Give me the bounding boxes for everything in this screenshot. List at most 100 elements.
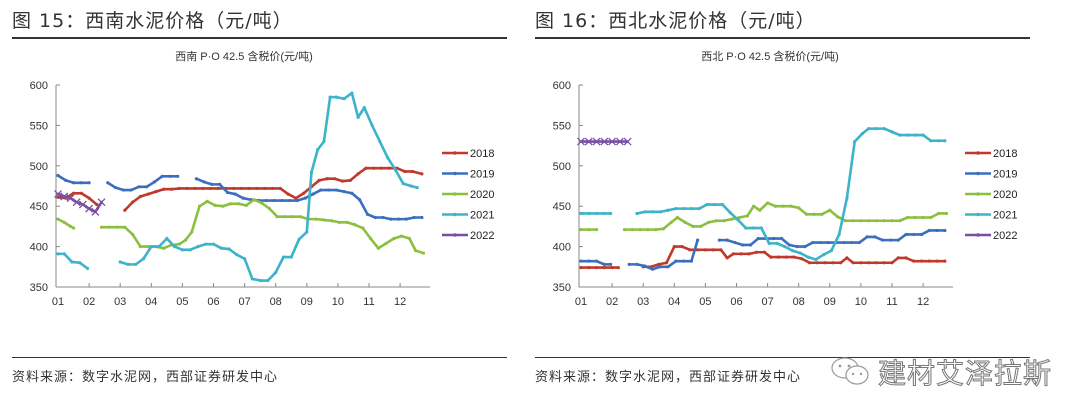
data-point: [208, 186, 212, 191]
data-point: [56, 252, 60, 256]
data-point: [784, 255, 788, 259]
x-tick-label: 02: [83, 296, 95, 308]
legend-marker: [976, 212, 980, 217]
legend-marker: [976, 151, 980, 155]
source-note: 资料来源：数字水泥网，西部证券研发中心: [12, 370, 279, 385]
data-point: [387, 166, 391, 170]
data-point: [177, 186, 181, 191]
data-point: [221, 204, 225, 208]
legend-marker: [453, 192, 457, 196]
data-point: [882, 127, 886, 131]
data-point: [317, 178, 321, 182]
data-point: [919, 259, 924, 263]
data-point: [263, 186, 267, 191]
data-point: [781, 204, 785, 208]
data-point: [368, 236, 373, 241]
data-point: [99, 225, 104, 229]
data-point: [627, 262, 631, 266]
data-point: [146, 192, 150, 196]
data-point: [851, 261, 855, 265]
data-point: [392, 236, 396, 241]
y-tick-label: 400: [553, 242, 571, 254]
source-rule: [12, 357, 507, 358]
data-point: [797, 206, 801, 210]
data-point: [415, 186, 419, 190]
data-point: [350, 91, 354, 95]
data-point: [935, 259, 939, 263]
chart-title: 西南 P·O 42.5 含税价(元/吨): [175, 49, 313, 63]
series-line-2019: [627, 238, 699, 271]
data-point: [185, 186, 189, 191]
data-point: [236, 202, 240, 206]
data-point: [592, 137, 601, 146]
legend-marker: [453, 171, 457, 176]
data-point: [929, 215, 933, 220]
data-point: [759, 226, 763, 230]
data-point: [943, 139, 947, 143]
data-point: [325, 177, 329, 181]
data-point: [162, 187, 166, 191]
x-tick-label: 10: [332, 296, 344, 308]
data-point: [376, 246, 380, 250]
title-rule: [535, 37, 1030, 39]
x-tick-label: 12: [394, 296, 406, 308]
data-point: [180, 248, 184, 252]
series-2020: [56, 198, 426, 255]
data-point: [137, 185, 141, 189]
x-tick-label: 01: [52, 296, 64, 308]
watermark-text: 建材艾泽拉斯: [877, 357, 1053, 391]
data-point: [725, 256, 729, 260]
data-point: [264, 198, 268, 203]
data-point: [302, 191, 306, 195]
data-point: [272, 198, 276, 203]
data-point: [358, 198, 362, 202]
data-point: [168, 174, 172, 178]
legend-marker: [976, 171, 980, 176]
y-tick-label: 500: [553, 161, 571, 173]
data-point: [407, 236, 412, 241]
data-point: [767, 241, 771, 245]
data-point: [587, 266, 591, 270]
data-point: [370, 123, 374, 127]
data-point: [372, 166, 376, 170]
data-point: [719, 248, 723, 252]
data-point: [106, 181, 110, 185]
data-point: [594, 259, 599, 263]
data-point: [795, 245, 799, 249]
data-point: [646, 228, 650, 232]
data-point: [79, 181, 83, 185]
y-tick-label: 450: [553, 201, 571, 213]
legend-marker: [976, 233, 980, 237]
data-point: [713, 202, 717, 207]
data-point: [638, 228, 642, 232]
data-point: [867, 127, 871, 131]
data-point: [322, 139, 326, 144]
legend-label-2019: 2019: [993, 169, 1017, 181]
data-point: [345, 220, 349, 224]
data-point: [843, 219, 847, 223]
data-point: [691, 224, 695, 228]
data-point: [738, 215, 742, 220]
data-point: [78, 261, 82, 265]
data-point: [661, 227, 666, 231]
data-point: [255, 186, 259, 191]
data-point: [579, 259, 583, 263]
data-point: [587, 211, 591, 216]
data-point: [138, 194, 143, 199]
data-point: [123, 208, 127, 212]
data-point: [97, 198, 106, 207]
data-point: [865, 235, 869, 239]
data-point: [227, 247, 231, 251]
legend-label-2022: 2022: [470, 230, 494, 242]
data-point: [421, 251, 426, 255]
data-point: [334, 95, 338, 99]
x-tick-label: 11: [363, 296, 374, 308]
x-tick-label: 04: [668, 296, 680, 308]
data-point: [232, 186, 236, 191]
data-point: [674, 259, 678, 263]
data-point: [722, 219, 726, 223]
data-point: [890, 219, 894, 223]
data-point: [218, 182, 222, 186]
legend-label-2018: 2018: [470, 148, 494, 160]
data-point: [937, 139, 941, 143]
